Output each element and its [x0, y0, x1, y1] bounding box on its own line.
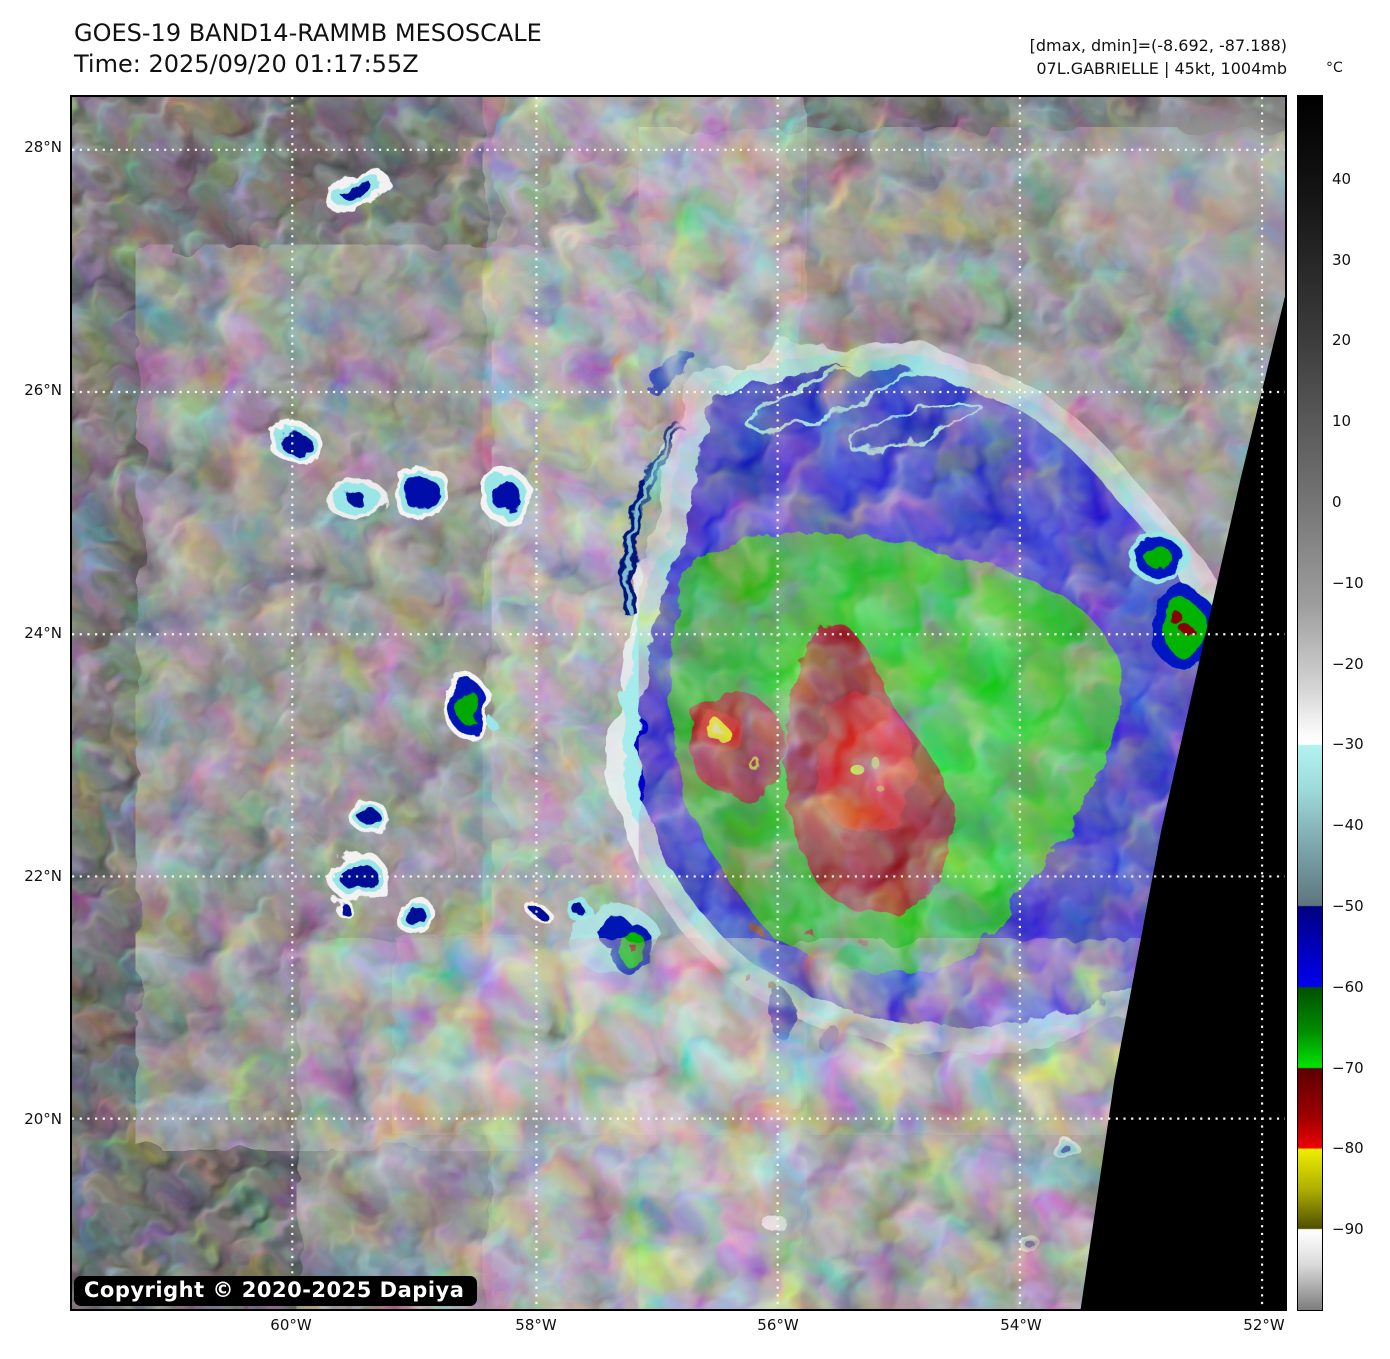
blue-outflow-streaks: [623, 352, 1026, 1055]
storm-info-block: [dmax, dmin]=(-8.692, -87.188) 07L.GABRI…: [1030, 34, 1287, 80]
colorbar-tick: −40: [1332, 816, 1364, 834]
colorbar-tick: −10: [1332, 574, 1364, 592]
colorbar-unit-label: °C: [1326, 60, 1343, 76]
lon-label-60w: 60°W: [270, 1316, 312, 1334]
timestamp: Time: 2025/09/20 01:17:55Z: [74, 50, 419, 79]
colorbar-tick: 0: [1332, 493, 1342, 511]
lat-label-20n: 20°N: [24, 1110, 62, 1128]
colorbar-tick: −80: [1332, 1139, 1364, 1157]
colorbar-tick: −60: [1332, 978, 1364, 996]
lat-label-26n: 26°N: [24, 381, 62, 399]
yellow-overshooting-tops: [850, 756, 885, 792]
dmax-dmin-readout: [dmax, dmin]=(-8.692, -87.188): [1029, 36, 1287, 55]
colorbar-tick: −30: [1332, 735, 1364, 753]
lon-label-54w: 54°W: [1000, 1316, 1042, 1334]
colorbar-tick: −20: [1332, 655, 1364, 673]
satellite-imagery: [72, 97, 1285, 1309]
east-convective-blobs: [1128, 531, 1218, 669]
lon-label-58w: 58°W: [515, 1316, 557, 1334]
colorbar-tick: 10: [1332, 412, 1352, 430]
lon-label-56w: 56°W: [757, 1316, 799, 1334]
bright-red-core-minus75: [817, 695, 915, 835]
graticule-gridlines: [72, 97, 1285, 1309]
south-cumulus-field: [515, 1033, 1064, 1274]
lat-label-28n: 28°N: [24, 138, 62, 156]
lat-label-22n: 22°N: [24, 867, 62, 885]
copyright-badge: Copyright © 2020-2025 Dapiya: [74, 1276, 478, 1306]
lon-label-52w: 52°W: [1243, 1316, 1285, 1334]
storm-cold-cloud-tops: [611, 342, 1252, 1055]
colorbar-tick: −70: [1332, 1059, 1364, 1077]
page-title: GOES-19 BAND14-RAMMB MESOSCALE: [74, 19, 542, 47]
colorbar-tick: 30: [1332, 251, 1352, 269]
west-red-cell: [688, 693, 786, 798]
colorbar-tick: 40: [1332, 170, 1352, 188]
colorbar-tick: −50: [1332, 897, 1364, 915]
lat-label-24n: 24°N: [24, 624, 62, 642]
storm-id-readout: 07L.GABRIELLE | 45kt, 1004mb: [1036, 59, 1287, 79]
satellite-image-panel: Copyright © 2020-2025 Dapiya: [70, 95, 1287, 1311]
temperature-colorbar: [1297, 95, 1323, 1311]
off-scan-black-wedge: [1080, 296, 1285, 1309]
red-specks: [741, 926, 865, 993]
colorbar-tick: 20: [1332, 331, 1352, 349]
small-convective-cells: [270, 171, 1077, 1251]
colorbar-tick: −90: [1332, 1220, 1364, 1238]
header-block: GOES-19 BAND14-RAMMB MESOSCALE Time: 202…: [74, 18, 542, 80]
